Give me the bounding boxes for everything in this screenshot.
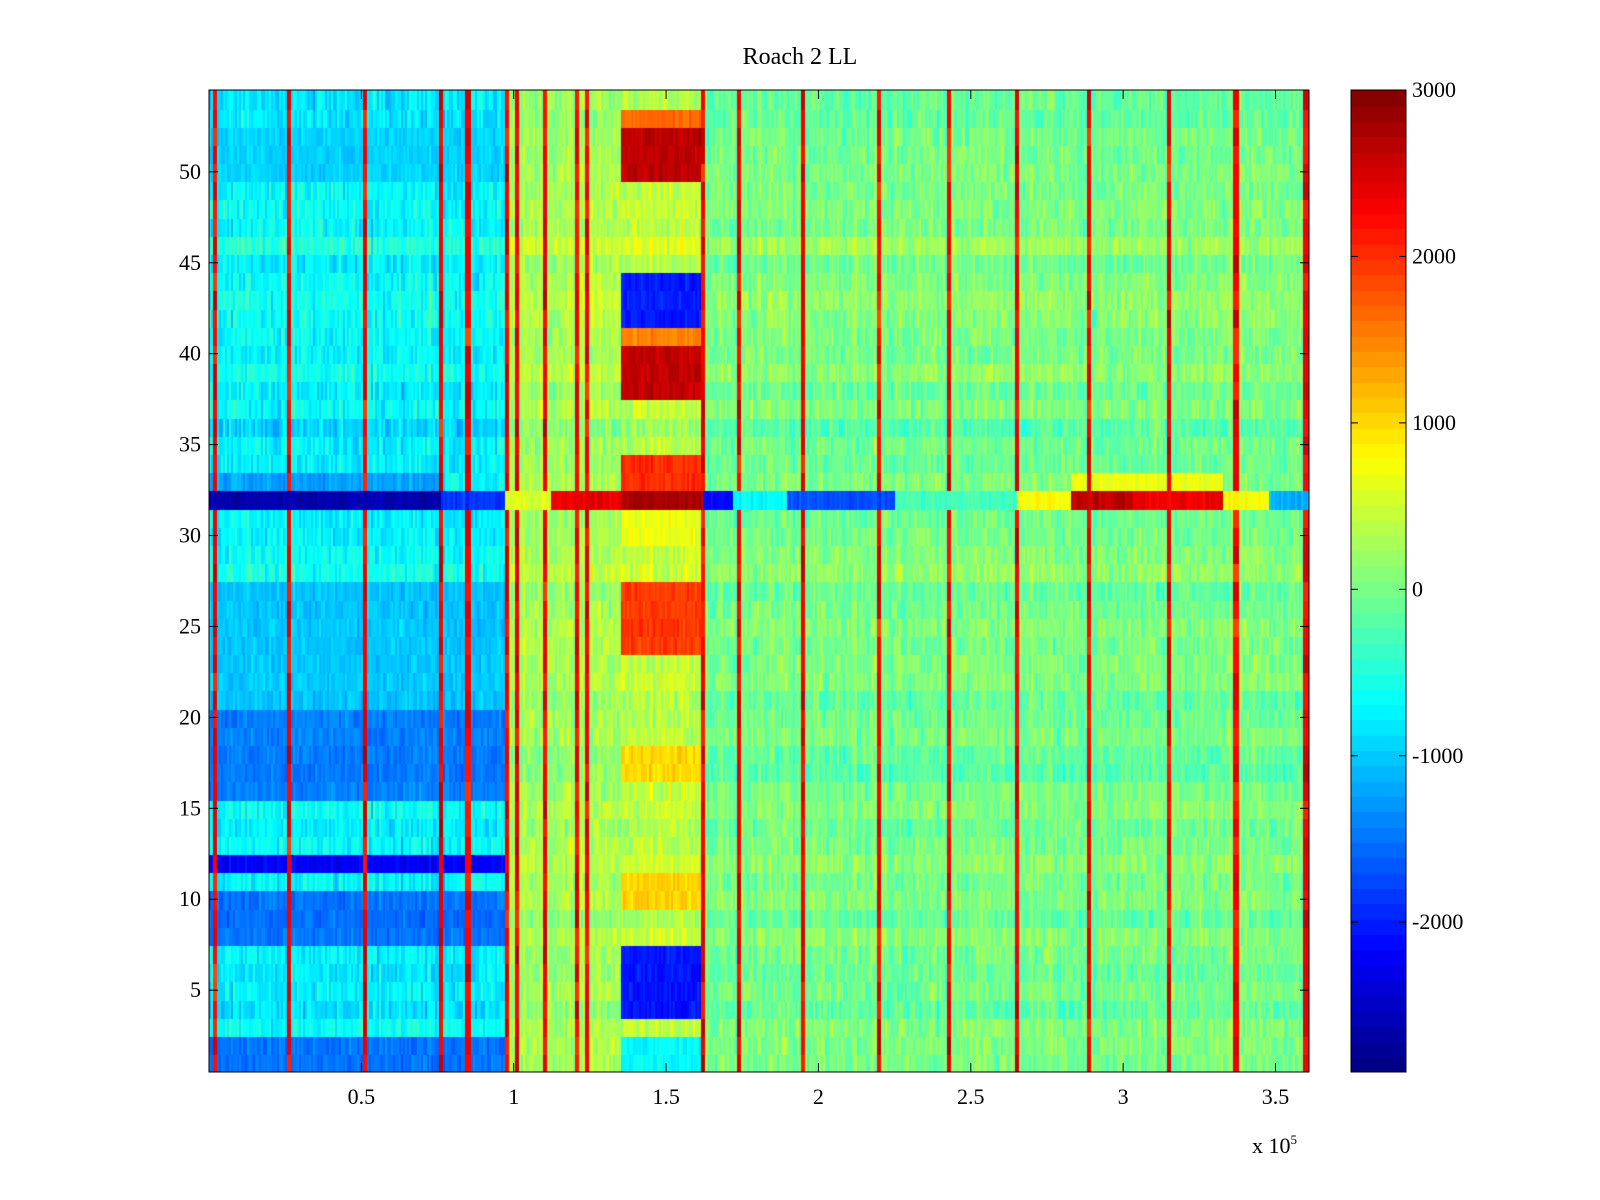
y-tick-label: 35 <box>179 432 201 457</box>
x-tick-label: 3.5 <box>1262 1084 1290 1109</box>
chart-title: Roach 2 LL <box>742 44 858 70</box>
colorbar-tick-label: 3000 <box>1412 77 1456 102</box>
y-tick-label: 30 <box>179 523 201 548</box>
y-tick-label: 45 <box>179 250 201 275</box>
x-tick-label: 3 <box>1118 1084 1129 1109</box>
colorbar-tick-label: 1000 <box>1412 410 1456 435</box>
y-tick-label: 10 <box>179 886 201 911</box>
colorbar-frame <box>1350 89 1407 1073</box>
x-scale-label: x 105 <box>1252 1132 1298 1158</box>
y-tick-label: 15 <box>179 795 201 820</box>
x-tick-label: 1 <box>508 1084 519 1109</box>
x-tick-label: 1.5 <box>652 1084 680 1109</box>
colorbar-tick-label: -1000 <box>1412 743 1463 768</box>
plot-frame <box>208 89 1310 1073</box>
x-tick-label: 2.5 <box>957 1084 985 1109</box>
y-tick-label: 50 <box>179 159 201 184</box>
y-tick-label: 25 <box>179 613 201 638</box>
heatmap-image <box>209 90 1309 1072</box>
y-tick-label: 20 <box>179 704 201 729</box>
colorbar-tick-label: -2000 <box>1412 909 1463 934</box>
x-scale-exponent: 5 <box>1290 1132 1298 1147</box>
x-tick-label: 2 <box>813 1084 824 1109</box>
x-tick-label: 0.5 <box>348 1084 376 1109</box>
colorbar-tick-label: 2000 <box>1412 243 1456 268</box>
y-tick-label: 5 <box>190 977 201 1002</box>
colorbar-tick-label: 0 <box>1412 576 1423 601</box>
colorbar <box>1351 90 1406 1072</box>
y-tick-label: 40 <box>179 341 201 366</box>
